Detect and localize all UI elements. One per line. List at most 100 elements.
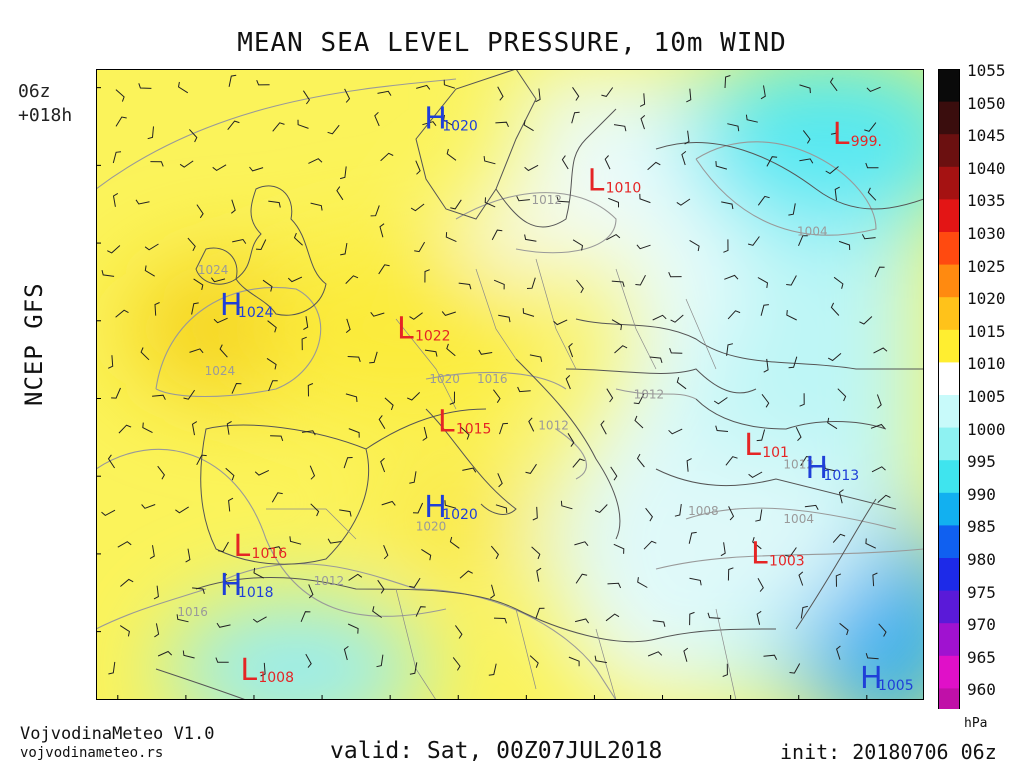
wind-barb [526, 277, 536, 289]
center-value: 1013 [824, 468, 860, 484]
wind-barb [495, 504, 508, 513]
wind-barb [153, 585, 159, 600]
wind-barb [827, 417, 838, 430]
lead-time: +018h [18, 105, 73, 126]
wind-barb [378, 264, 390, 275]
center-value: 1010 [606, 181, 642, 197]
wind-barb [378, 415, 386, 430]
wind-barb [347, 356, 361, 362]
wind-barb [639, 193, 651, 204]
wind-barb [536, 567, 542, 582]
wind-barb [760, 85, 766, 100]
wind-barb [522, 308, 535, 317]
wind-barb [684, 130, 690, 145]
wind-barb [832, 533, 846, 543]
wind-barb [495, 121, 509, 128]
wind-barb [424, 349, 438, 357]
wind-barb [267, 546, 283, 552]
init-time: init: 20180706 06z [780, 740, 997, 764]
wind-barb [635, 274, 646, 286]
wind-barb [462, 467, 477, 473]
wind-barb [380, 457, 386, 473]
wind-barb [614, 345, 628, 354]
wind-barb [498, 314, 511, 323]
center-value: 1024 [238, 305, 274, 321]
colorbar-swatch [938, 395, 960, 429]
wind-barb [804, 504, 819, 510]
wind-barb [107, 454, 116, 469]
colorbar-level: 985 [967, 517, 996, 537]
wind-barb [111, 387, 121, 399]
wind-barb [135, 199, 150, 205]
wind-barb [608, 197, 619, 208]
wind-barb [138, 83, 152, 89]
wind-barb [689, 611, 695, 626]
colorbar-swatch [938, 101, 960, 135]
isobar-label: 1004 [783, 512, 814, 526]
wind-barb [824, 463, 837, 472]
wind-barb [864, 122, 877, 132]
pressure-shading [126, 69, 924, 700]
wind-barb [528, 417, 535, 432]
wind-barb [384, 397, 394, 411]
wind-barb [727, 310, 741, 320]
wind-barb [756, 610, 762, 625]
colorbar-level: 1000 [967, 419, 1006, 439]
wind-barb [262, 279, 273, 292]
colorbar-swatch [938, 688, 960, 709]
wind-barb [878, 623, 887, 637]
center-letter: L [438, 405, 455, 440]
wind-barb [249, 166, 264, 172]
wind-barb [727, 567, 734, 581]
wind-barb [639, 93, 646, 107]
isobar-label: 1024 [198, 263, 229, 277]
colorbar-level: 990 [967, 484, 996, 504]
wind-barb [572, 239, 584, 251]
wind-barb [267, 320, 277, 333]
isobar-label: 1008 [688, 504, 719, 518]
wind-barb [727, 123, 740, 132]
wind-barb [213, 317, 228, 324]
wind-barb [450, 199, 462, 210]
wind-barb [707, 612, 721, 619]
wind-barb [216, 622, 231, 628]
colorbar-unit: hPa [964, 716, 988, 731]
chart-title: MEAN SEA LEVEL PRESSURE, 10m WIND [237, 28, 787, 58]
wind-barb [271, 492, 283, 503]
wind-barb [108, 661, 116, 675]
wind-barb [535, 88, 541, 103]
colorbar-level: 1015 [967, 321, 1006, 341]
wind-barb [786, 310, 797, 321]
wind-barb [611, 280, 625, 287]
wind-barb [379, 223, 385, 238]
colorbar-level: 980 [967, 550, 996, 569]
wind-barb [726, 343, 734, 356]
center-letter: H [860, 661, 883, 696]
colorbar-level: 1010 [967, 354, 1006, 374]
wind-barb [416, 84, 431, 90]
wind-barb [310, 503, 320, 517]
wind-barb [524, 234, 537, 242]
wind-barb [576, 279, 584, 294]
wind-barb [147, 126, 154, 140]
wind-barb [873, 347, 888, 354]
wind-barb [748, 471, 763, 479]
wind-barb [652, 314, 667, 321]
wind-barb [415, 160, 421, 175]
wind-barb [228, 74, 237, 87]
wind-barb [409, 312, 423, 320]
wind-barb [574, 541, 589, 547]
wind-barb [568, 343, 574, 358]
colorbar-swatch [938, 558, 960, 592]
wind-barb [798, 235, 808, 246]
isobar-label: 1016 [177, 605, 208, 619]
valid-time: valid: Sat, 00Z07JUL2018 [330, 738, 663, 764]
colorbar-swatch [938, 232, 960, 266]
colorbar-swatch [938, 134, 960, 168]
wind-barb [607, 582, 622, 589]
wind-barb [369, 351, 378, 364]
colorbar-level: 1030 [967, 224, 1006, 243]
center-value: 1005 [878, 678, 914, 694]
wind-barb [412, 502, 424, 514]
